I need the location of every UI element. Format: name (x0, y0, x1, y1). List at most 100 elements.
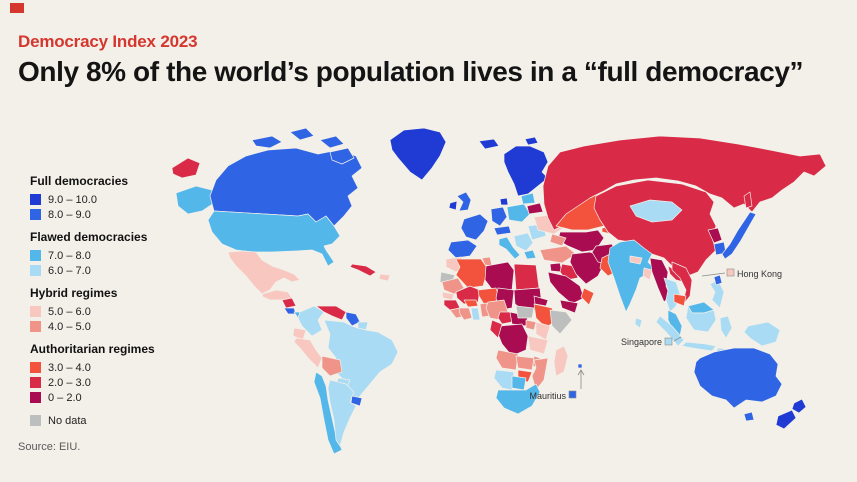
source-note: Source: EIU. (18, 441, 81, 453)
region-angola (495, 349, 519, 371)
region-ivory-coast (458, 307, 473, 321)
legend-range-label: 3.0 – 4.0 (48, 361, 91, 374)
region-germany (490, 206, 508, 227)
region-congo-gabon (489, 319, 503, 339)
legend-group-title: Authoritarian regimes (30, 342, 155, 356)
callout-swatch-mauritius (568, 390, 577, 399)
region-baltics (520, 192, 536, 205)
region-south-sudan (515, 305, 535, 319)
region-chukotka (171, 157, 201, 179)
region-argentina (327, 379, 357, 447)
legend-swatch-5-6 (30, 306, 41, 317)
region-yemen (559, 299, 579, 314)
region-uruguay (350, 395, 363, 407)
callout-mauritius: Mauritius (529, 369, 585, 401)
legend-range-label: 7.0 – 8.0 (48, 249, 91, 262)
region-arctic-2 (289, 127, 315, 141)
region-namibia (493, 369, 515, 391)
region-cuba (349, 263, 377, 277)
region-iberia (447, 239, 478, 259)
legend-range-label: 5.0 – 6.0 (48, 305, 91, 318)
region-eritrea (533, 295, 549, 307)
region-madagascar (553, 345, 569, 377)
legend-row: 9.0 – 10.0 (30, 192, 180, 207)
region-greenland (389, 127, 447, 181)
region-new-zealand-north (791, 398, 807, 414)
callout-label-hong-kong: Hong Kong (737, 269, 782, 279)
legend-row-no-data: No data (30, 413, 180, 428)
region-scandinavia (503, 145, 549, 197)
region-belarus (526, 202, 544, 215)
callout-label-mauritius: Mauritius (529, 391, 566, 401)
legend-swatch-4-5 (30, 321, 41, 332)
legend-group-title: Flawed democracies (30, 230, 148, 244)
legend-row: 3.0 – 4.0 (30, 360, 180, 375)
region-uganda (525, 319, 537, 331)
region-libya (484, 261, 515, 293)
region-new-guinea (743, 321, 781, 347)
legend-swatch-8-9 (30, 209, 41, 220)
legend-group-title: Full democracies (30, 174, 129, 188)
legend-swatch-3-4 (30, 362, 41, 373)
region-nicaragua (281, 297, 297, 309)
callout-swatch-singapore (664, 337, 673, 346)
legend-group-authoritarian-regimes: Authoritarian regimes 3.0 – 4.0 2.0 – 3.… (30, 342, 180, 405)
region-caucasus (549, 233, 567, 247)
legend-range-label: 2.0 – 3.0 (48, 376, 91, 389)
region-somalia (549, 309, 573, 335)
legend-row: 7.0 – 8.0 (30, 248, 180, 263)
region-alps (493, 225, 512, 236)
region-java (681, 341, 717, 352)
legend-swatch-no-data (30, 415, 41, 426)
region-sri-lanka (634, 317, 643, 329)
legend-swatch-7-8 (30, 250, 41, 261)
region-south-africa (495, 383, 541, 415)
legend-range-label: 9.0 – 10.0 (48, 193, 97, 206)
region-japan (721, 211, 757, 260)
kicker: Democracy Index 2023 (18, 32, 198, 51)
region-arctic-3 (319, 135, 345, 149)
legend-group-hybrid-regimes: Hybrid regimes 5.0 – 6.0 4.0 – 5.0 (30, 286, 180, 334)
region-mongolia (629, 199, 683, 223)
region-costa-rica (283, 307, 297, 315)
legend-range-label: 4.0 – 5.0 (48, 320, 91, 333)
region-mauritius-island (577, 363, 583, 369)
region-italy (498, 236, 521, 260)
region-mexico (227, 250, 301, 295)
region-borneo-id (685, 305, 717, 333)
headline: Only 8% of the world’s population lives … (18, 56, 804, 87)
region-zambia (515, 355, 535, 371)
legend: Full democracies 9.0 – 10.0 8.0 – 9.0 Fl… (30, 174, 180, 428)
callout-swatch-hong-kong (726, 268, 735, 277)
callout-label-singapore: Singapore (621, 337, 662, 347)
legend-row: 8.0 – 9.0 (30, 207, 180, 222)
legend-swatch-6-7 (30, 265, 41, 276)
region-botswana (511, 375, 527, 391)
region-sakhalin (743, 191, 753, 209)
region-ireland (448, 200, 458, 211)
region-tanzania (527, 335, 549, 355)
region-saudi-arabia (547, 271, 585, 305)
region-algeria (455, 258, 489, 289)
region-central-europe (506, 203, 531, 223)
region-denmark (499, 197, 509, 206)
legend-range-label: 6.0 – 7.0 (48, 264, 91, 277)
legend-swatch-2-3 (30, 377, 41, 388)
legend-range-label: 8.0 – 9.0 (48, 208, 91, 221)
region-iceland (478, 138, 500, 150)
region-thailand (663, 277, 681, 313)
region-ghana (470, 307, 481, 321)
region-sumatra (655, 315, 685, 347)
region-baffin (329, 147, 355, 165)
region-egypt (513, 263, 540, 291)
legend-row: 6.0 – 7.0 (30, 263, 180, 278)
legend-row: 5.0 – 6.0 (30, 304, 180, 319)
region-australia (693, 347, 783, 409)
callout-line (701, 272, 726, 277)
region-arctic-1 (251, 135, 283, 149)
legend-row: 4.0 – 5.0 (30, 319, 180, 334)
region-hispaniola (378, 273, 391, 282)
legend-group-title: Hybrid regimes (30, 286, 118, 300)
region-guyana (345, 311, 361, 327)
